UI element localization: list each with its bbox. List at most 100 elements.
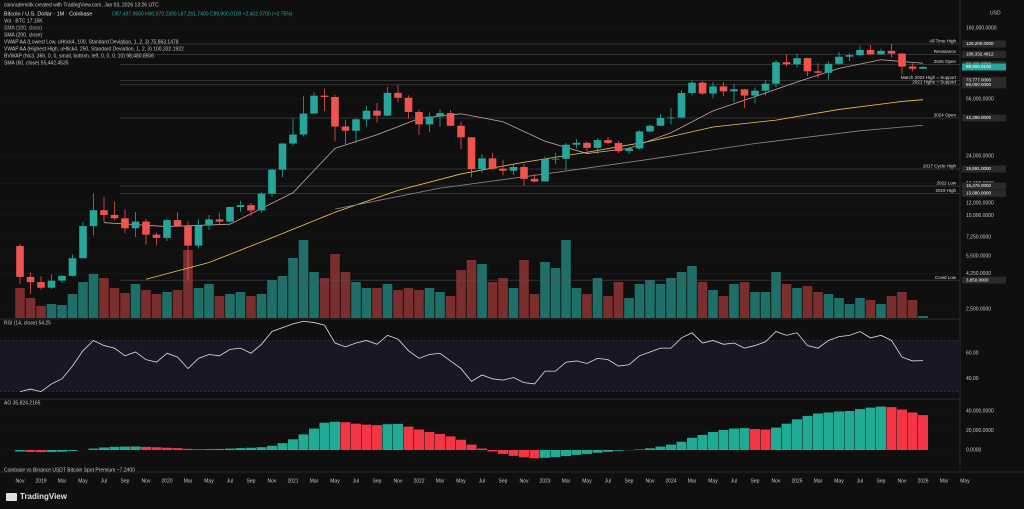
ao-bar	[288, 439, 298, 451]
candle-body	[656, 117, 665, 126]
candle-body	[152, 234, 161, 238]
volume-bar	[372, 288, 382, 318]
ao-bar	[183, 448, 193, 451]
indicator-label: SMA (100, close)	[4, 25, 42, 31]
candle-body	[782, 62, 791, 65]
candle-body	[761, 83, 770, 91]
candle-body	[47, 280, 56, 288]
candle-body	[898, 53, 906, 67]
candle-body	[688, 82, 696, 93]
ao-bar	[361, 424, 372, 451]
volume-bar	[214, 296, 225, 318]
candle-body	[772, 62, 780, 84]
level-name: 2019 High	[935, 188, 956, 193]
x-tick-label: Jul	[731, 478, 737, 484]
volume-bar	[109, 288, 120, 318]
candle-body	[845, 55, 854, 57]
x-tick-label: Sep	[373, 478, 382, 484]
level-name: 2025 Open	[934, 59, 957, 64]
logo-icon	[6, 493, 17, 501]
y-tick-label: 56,000.0000	[966, 96, 994, 102]
level-value: 69,000.0000	[966, 82, 992, 87]
ao-bar	[298, 434, 309, 451]
candle-body	[299, 113, 308, 135]
x-tick-label: May	[708, 478, 718, 484]
candle-body	[551, 158, 560, 160]
candle-body	[593, 140, 602, 148]
candle-body	[37, 282, 45, 288]
ao-bar	[130, 446, 141, 451]
x-tick-label: 2021	[287, 478, 298, 484]
volume-bar	[876, 304, 886, 318]
volume-bar	[498, 278, 508, 318]
ao-bar	[151, 447, 162, 451]
candle-body	[604, 140, 612, 144]
candle-body	[436, 113, 444, 117]
level-name: Covid Low	[935, 275, 957, 280]
indicator-line	[334, 124, 924, 210]
candle-body	[824, 63, 833, 73]
candle-body	[530, 178, 539, 182]
candle-body	[803, 58, 812, 72]
candle-body	[425, 116, 434, 125]
ao-bar	[225, 448, 235, 451]
candle-body	[793, 58, 801, 65]
y-tick-label: 20,000.0000	[966, 428, 994, 434]
x-tick-label: Sep	[877, 478, 886, 484]
level-tag	[962, 182, 1006, 190]
candle-body	[730, 89, 738, 92]
ao-bar	[340, 422, 351, 451]
candle-body	[415, 112, 423, 125]
ao-bar	[414, 429, 424, 451]
candle-body	[236, 205, 245, 207]
level-name: March 2024 High = Support	[901, 75, 957, 80]
ao-bar	[519, 450, 529, 458]
last-price: 89,900.0100	[966, 64, 992, 69]
y-tick-label: 5,500.0000	[966, 253, 991, 259]
x-tick-label: Nov	[268, 478, 277, 484]
volume-bar	[298, 240, 309, 318]
x-tick-label: Nov	[16, 478, 25, 484]
ao-bar	[508, 450, 519, 456]
volume-bar	[771, 272, 781, 318]
volume-bar	[529, 294, 540, 318]
volume-bar	[813, 292, 823, 318]
ao-bar	[687, 437, 697, 451]
ao-bar	[445, 436, 456, 451]
ao-bar	[235, 448, 246, 451]
ao-bar	[25, 450, 36, 452]
volume-bar	[256, 294, 267, 318]
ao-bar	[456, 439, 466, 451]
volume-bar	[519, 260, 529, 318]
candle-body	[866, 49, 875, 55]
x-tick-label: May	[456, 478, 466, 484]
x-tick-label: Jul	[101, 478, 107, 484]
x-tick-label: 2022	[413, 478, 424, 484]
candle-body	[100, 210, 108, 215]
x-tick-label: 2019	[35, 478, 46, 484]
y-tick-label: 4,250.0000	[966, 271, 991, 277]
symbol: Bitcoin / U.S. Dollar · 1M · Coinbase	[4, 11, 92, 17]
ao-bar	[876, 406, 886, 451]
level-value: 42,288.0000	[966, 115, 992, 120]
indicator-label: SMA (60, close) 55,442.4535	[4, 60, 69, 66]
pane-title: AO 35,824.2165	[4, 400, 41, 406]
candle-body	[79, 226, 87, 259]
volume-bar	[834, 298, 844, 318]
ao-bar	[120, 446, 130, 451]
ao-bar	[319, 422, 330, 451]
volume-bar	[15, 288, 25, 318]
ohlc: O87,497.9500 H90,970.2300 L87,261.7400 C…	[112, 11, 293, 17]
volume-bar	[624, 298, 634, 318]
candle-body	[467, 137, 476, 169]
level-tag	[962, 50, 1006, 58]
y-tick-label: 160,000.0000	[966, 25, 997, 31]
ao-bar	[550, 450, 561, 458]
footer-indicator: Coinbase vs Binance USDT Bitcoin Spot Pr…	[4, 467, 135, 473]
level-name: 2024 Open	[934, 113, 957, 118]
volume-bar	[151, 294, 162, 318]
currency: USD	[990, 10, 1001, 16]
volume-bar	[855, 298, 865, 318]
ao-bar	[214, 448, 225, 451]
